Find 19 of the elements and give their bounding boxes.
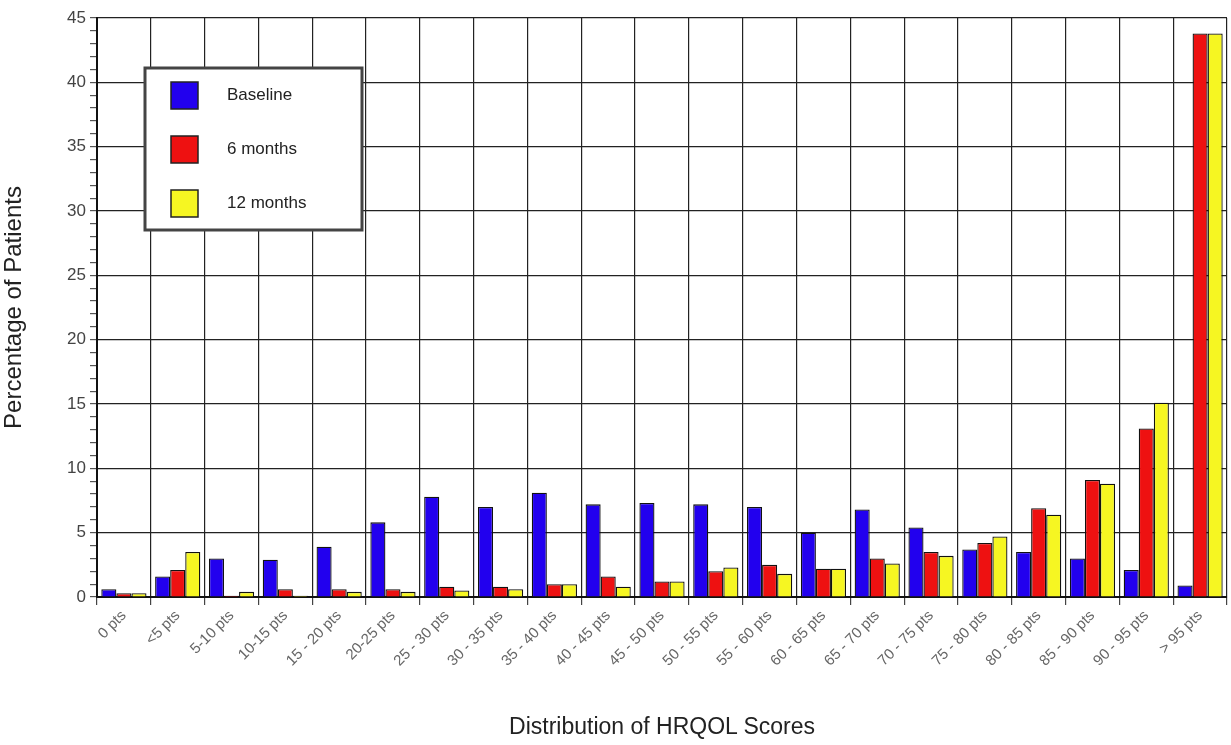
x-tick-label: <5 pts	[141, 606, 183, 648]
y-tick-label: 30	[67, 200, 86, 220]
y-tick-label: 15	[67, 393, 86, 413]
x-tick-label: > 95 pts	[1155, 606, 1206, 657]
x-axis-title: Distribution of HRQOL Scores	[509, 712, 815, 739]
legend-label: 12 months	[227, 192, 307, 212]
x-tick-label: 5-10 pts	[186, 606, 237, 657]
legend-label: Baseline	[227, 84, 293, 104]
y-axis-title: Percentage of Patients	[0, 186, 27, 429]
y-tick-label: 35	[67, 136, 86, 156]
y-tick-label: 5	[76, 522, 86, 542]
x-tick-label: 0 pts	[93, 606, 129, 642]
y-tick-label: 40	[67, 72, 86, 92]
y-tick-label: 20	[67, 329, 86, 349]
y-tick-label: 10	[67, 458, 86, 478]
y-tick-label: 25	[67, 265, 86, 285]
legend-label: 6 months	[227, 138, 297, 158]
y-tick-label: 45	[67, 7, 86, 27]
y-tick-label: 0	[76, 586, 86, 606]
